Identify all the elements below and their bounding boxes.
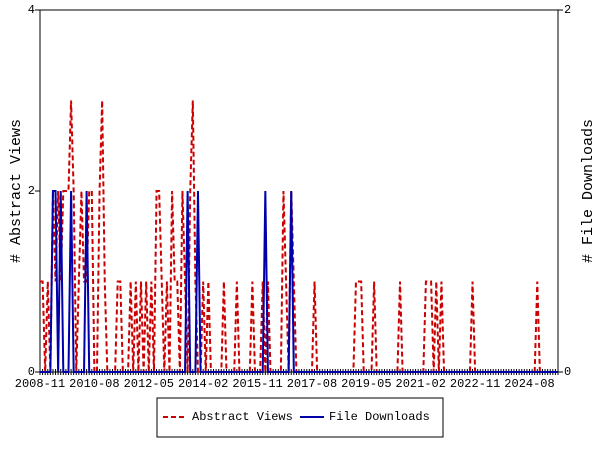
- x-tick-label: 2024-08: [504, 377, 554, 391]
- x-tick-label: 2010-08: [69, 377, 119, 391]
- x-tick-label: 2012-05: [124, 377, 174, 391]
- y-axis-label: # Abstract Views: [8, 119, 25, 263]
- x-tick-label: 2022-11: [450, 377, 500, 391]
- legend-label: File Downloads: [329, 410, 430, 424]
- x-tick-label: 2021-02: [396, 377, 446, 391]
- plot-frame: [39, 9, 559, 373]
- y2-tick-label: 2: [564, 3, 571, 17]
- x-tick-label: 2017-08: [287, 377, 337, 391]
- y2-tick-label: 0: [564, 365, 571, 379]
- y-tick-label: 4: [28, 3, 35, 17]
- line-series: [40, 100, 558, 373]
- x-tick-label: 2015-11: [232, 377, 282, 391]
- legend-label: Abstract Views: [192, 410, 293, 424]
- y2-axis-label: # File Downloads: [580, 119, 597, 263]
- y-tick-label: 0: [28, 365, 35, 379]
- line-series: [40, 190, 558, 373]
- x-tick-label: 2014-02: [178, 377, 228, 391]
- x-tick-label: 2019-05: [341, 377, 391, 391]
- x-tick-label: 2008-11: [15, 377, 65, 391]
- y-tick-label: 2: [28, 184, 35, 198]
